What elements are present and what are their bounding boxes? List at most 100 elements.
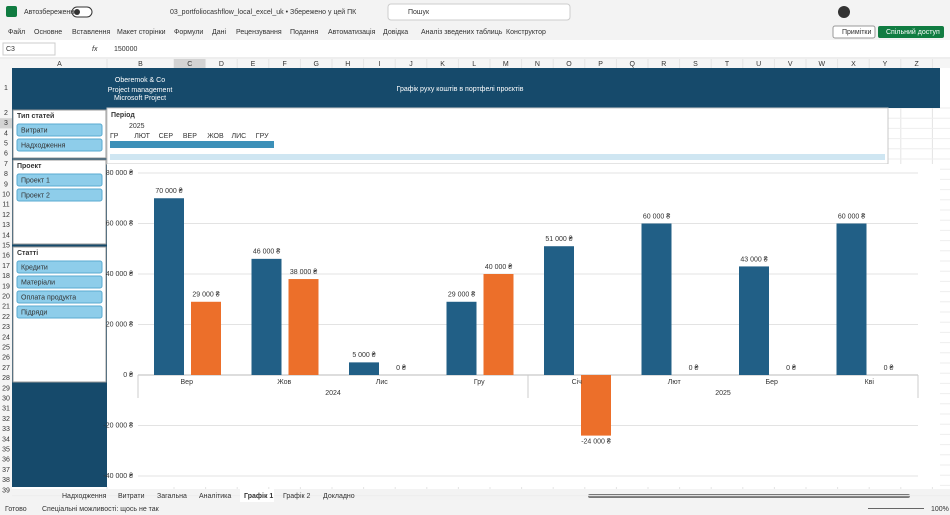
row-header: 23 bbox=[2, 324, 10, 331]
ribbon-tab[interactable]: Вставлення bbox=[72, 29, 110, 36]
ribbon-tab[interactable]: Файл bbox=[8, 28, 25, 36]
ribbon-tab[interactable]: Макет сторінки bbox=[117, 28, 166, 36]
bar bbox=[191, 301, 221, 375]
ribbon-tab[interactable]: Аналіз зведених таблиць bbox=[421, 28, 503, 36]
slicer-item[interactable] bbox=[16, 173, 103, 187]
row-header: 8 bbox=[4, 171, 8, 178]
row-header: 6 bbox=[4, 151, 8, 158]
row-header: 25 bbox=[2, 345, 10, 352]
slicer-item[interactable] bbox=[16, 305, 103, 319]
row-header: 33 bbox=[2, 426, 10, 433]
ribbon-tab[interactable]: Автоматизація bbox=[328, 28, 376, 36]
status-accessibility: Спеціальні можливості: щось не так bbox=[42, 505, 160, 513]
column-header: K bbox=[440, 61, 445, 68]
slicer-item-label[interactable]: Підряди bbox=[21, 308, 47, 316]
active-sheet-tab bbox=[240, 489, 274, 502]
zoom-slider[interactable] bbox=[868, 508, 924, 509]
slicer-item-label[interactable]: Кредити bbox=[21, 264, 48, 271]
dashboard-title: Графік руху коштів в портфелі проєктів bbox=[397, 85, 524, 93]
y-tick-label: 80 000 ₴ bbox=[106, 170, 133, 177]
comments-button[interactable] bbox=[832, 25, 876, 39]
timeline-month[interactable]: ГРУ bbox=[256, 133, 269, 140]
slicer-item[interactable] bbox=[16, 188, 103, 202]
slicer-item-label[interactable]: Витрати bbox=[21, 127, 48, 134]
row-header: 4 bbox=[4, 130, 8, 137]
x-tick-label: Лют bbox=[668, 379, 682, 386]
data-label: 40 000 ₴ bbox=[485, 264, 512, 271]
column-header: A bbox=[57, 61, 62, 68]
timeline-scroll[interactable] bbox=[110, 154, 885, 160]
share-button[interactable] bbox=[878, 26, 944, 38]
timeline-year: 2025 bbox=[129, 123, 145, 130]
sheet-tab[interactable]: Загальна bbox=[157, 493, 187, 500]
x-tick-label: Бер bbox=[766, 379, 778, 386]
cell-ref: C3 bbox=[6, 46, 15, 53]
data-label: 70 000 ₴ bbox=[155, 188, 182, 195]
y-tick-label: -20 000 ₴ bbox=[103, 422, 133, 429]
sheet-tab[interactable]: Графік 1 bbox=[244, 492, 273, 500]
name-box[interactable] bbox=[2, 42, 56, 56]
company-line: Microsoft Project bbox=[114, 95, 166, 102]
timeline-month[interactable]: ВЕР bbox=[183, 133, 197, 140]
bar bbox=[154, 198, 184, 375]
search-placeholder: Пошук bbox=[408, 9, 430, 16]
slicer-item-label[interactable]: Оплата продукта bbox=[21, 294, 76, 301]
row-header: 35 bbox=[2, 447, 10, 454]
ribbon-tab[interactable]: Подання bbox=[290, 29, 318, 36]
slicer-item-label[interactable]: Матеріали bbox=[21, 278, 55, 286]
sheet-tab[interactable]: Докладно bbox=[323, 493, 355, 500]
selected-column bbox=[174, 59, 206, 68]
ribbon-tab[interactable]: Рецензування bbox=[236, 29, 282, 36]
timeline-month[interactable]: СЕР bbox=[159, 133, 174, 140]
ribbon-tab[interactable]: Формули bbox=[174, 29, 203, 36]
slicer-item[interactable] bbox=[16, 260, 103, 274]
sheet-tab[interactable]: Графік 2 bbox=[283, 492, 311, 500]
row-header: 34 bbox=[2, 436, 10, 443]
timeline-month[interactable]: ГР bbox=[110, 133, 119, 140]
slicer-item[interactable] bbox=[16, 275, 103, 289]
ribbon-tab[interactable]: Конструктор bbox=[506, 29, 546, 36]
column-header: X bbox=[851, 61, 856, 68]
toggle-knob bbox=[74, 9, 80, 15]
timeline-month[interactable]: ЛЮТ bbox=[134, 133, 150, 140]
sheet-tab[interactable]: Витрати bbox=[118, 493, 145, 500]
column-header: H bbox=[345, 61, 350, 68]
slicer-item-label[interactable]: Проект 2 bbox=[21, 192, 50, 199]
row-header: 7 bbox=[4, 161, 8, 168]
column-header: D bbox=[219, 61, 224, 68]
column-header: I bbox=[378, 61, 380, 68]
x-tick-label: Січ bbox=[572, 378, 583, 386]
data-label: 29 000 ₴ bbox=[192, 292, 219, 299]
slicer-title: Тип статей bbox=[17, 112, 54, 120]
file-name: 03_portfoliocashflow_local_excel_uk • Зб… bbox=[170, 8, 357, 16]
row-header: 31 bbox=[2, 406, 10, 413]
search-box[interactable] bbox=[387, 3, 571, 21]
sheet-tab[interactable]: Надходження bbox=[62, 493, 107, 500]
slicer-item[interactable] bbox=[16, 290, 103, 304]
slicer-item-label[interactable]: Надходження bbox=[21, 142, 66, 149]
slicer-item[interactable] bbox=[16, 138, 103, 152]
x-group-label: 2025 bbox=[715, 390, 731, 397]
row-header: 1 bbox=[4, 85, 8, 92]
timeline-month[interactable]: ЛИС bbox=[232, 133, 247, 140]
column-header: V bbox=[788, 61, 793, 68]
slicer-item-label[interactable]: Проект 1 bbox=[21, 177, 50, 184]
timeline-month[interactable]: ЖОВ bbox=[207, 133, 224, 140]
ribbon-tab[interactable]: Довідка bbox=[383, 28, 408, 36]
column-header: W bbox=[818, 61, 825, 68]
row-header: 11 bbox=[2, 202, 9, 209]
avatar[interactable] bbox=[838, 6, 850, 18]
bar bbox=[641, 223, 672, 375]
ribbon-tab[interactable]: Основне bbox=[34, 29, 62, 36]
ribbon-tab[interactable]: Дані bbox=[212, 28, 226, 36]
bar bbox=[836, 223, 867, 375]
slicer-item[interactable] bbox=[16, 123, 103, 137]
data-label: -24 000 ₴ bbox=[581, 438, 611, 445]
bar bbox=[349, 362, 379, 375]
timeline-bar bbox=[110, 141, 274, 148]
row-header: 3 bbox=[4, 120, 8, 127]
sheet-tab[interactable]: Аналітика bbox=[199, 492, 231, 500]
row-header: 24 bbox=[2, 334, 10, 341]
